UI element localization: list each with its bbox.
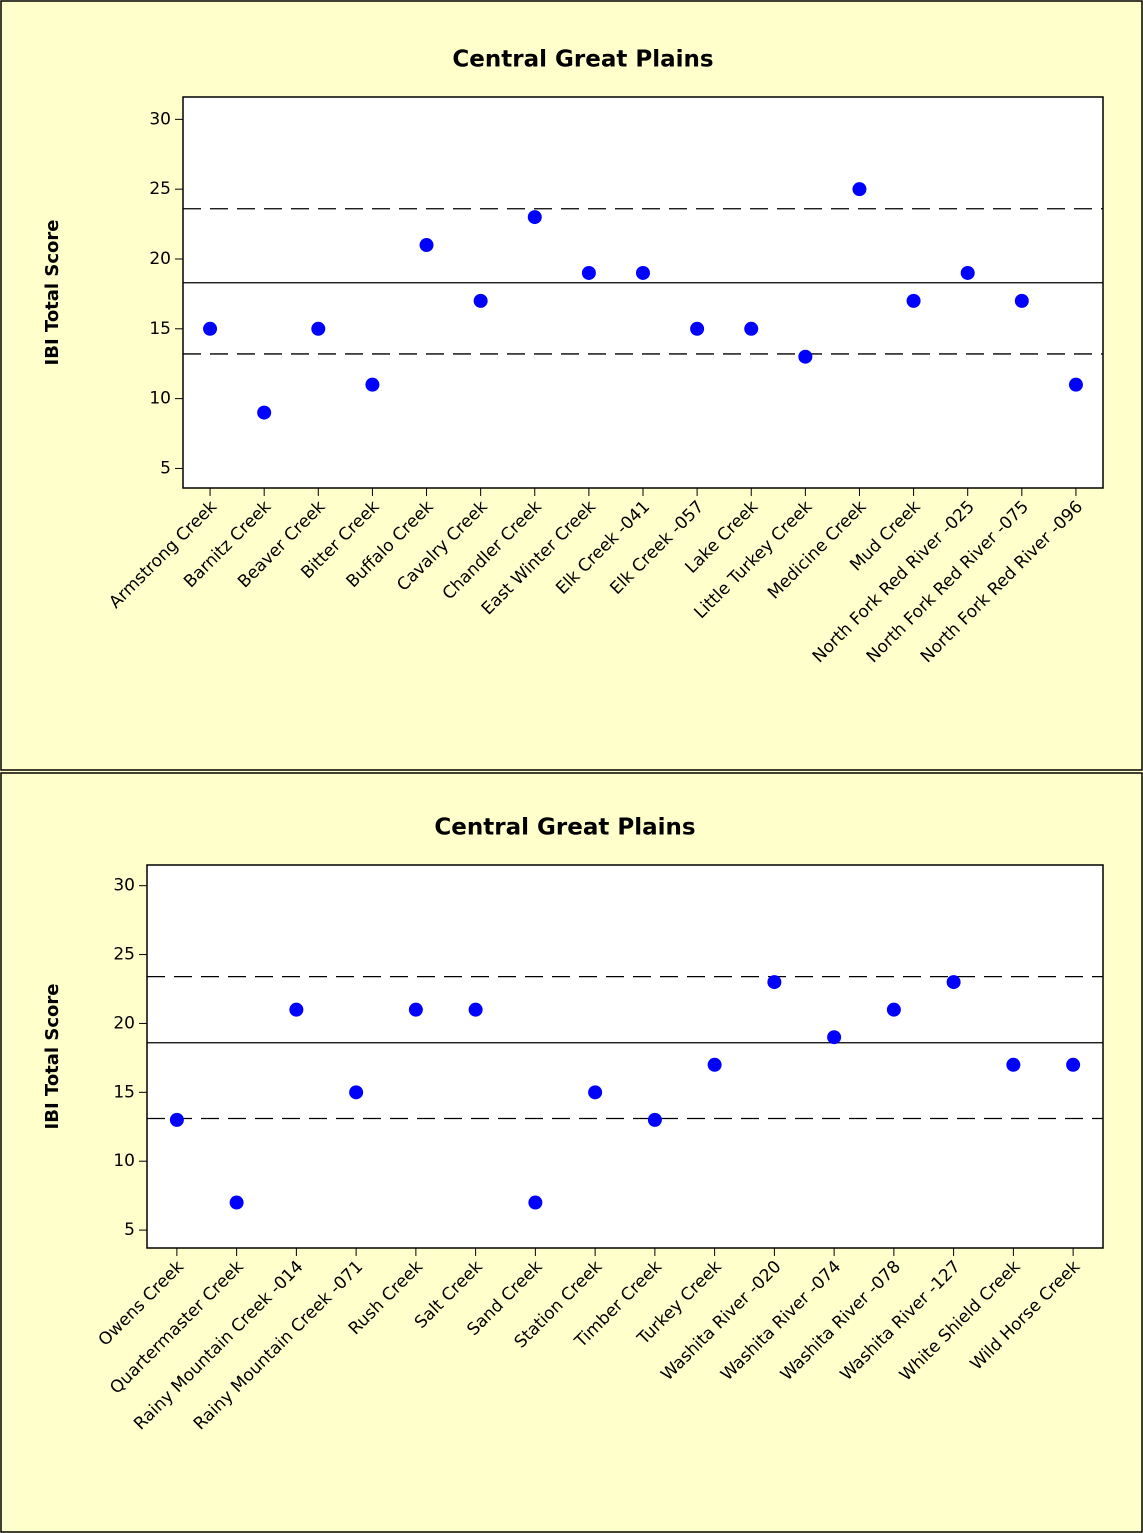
y-tick-label: 20 xyxy=(149,249,171,269)
data-point xyxy=(946,975,961,990)
data-point xyxy=(798,349,813,364)
chart-title: Central Great Plains xyxy=(452,47,713,73)
y-tick-label: 10 xyxy=(113,1151,135,1171)
data-point xyxy=(707,1057,722,1072)
y-tick-label: 25 xyxy=(113,945,135,965)
data-point xyxy=(744,321,759,336)
y-tick-label: 15 xyxy=(113,1082,135,1102)
data-point xyxy=(468,1002,483,1017)
data-point xyxy=(906,293,921,308)
y-tick-label: 30 xyxy=(149,109,171,129)
data-point xyxy=(886,1002,901,1017)
data-point xyxy=(169,1112,184,1127)
y-axis-label: IBI Total Score xyxy=(42,220,63,366)
y-tick-label: 5 xyxy=(160,458,171,478)
data-point xyxy=(203,321,218,336)
plot-area xyxy=(182,96,1104,489)
data-point xyxy=(827,1030,842,1045)
y-tick-label: 25 xyxy=(149,179,171,199)
data-point xyxy=(527,210,542,225)
data-point xyxy=(311,321,326,336)
data-point xyxy=(419,238,434,253)
data-point xyxy=(852,182,867,197)
data-point xyxy=(349,1085,364,1100)
data-point xyxy=(690,321,705,336)
chart-title: Central Great Plains xyxy=(434,815,695,841)
y-tick-label: 20 xyxy=(113,1013,135,1033)
data-point xyxy=(257,405,272,420)
data-point xyxy=(588,1085,603,1100)
data-point xyxy=(647,1112,662,1127)
data-point xyxy=(767,975,782,990)
data-point xyxy=(1066,1057,1081,1072)
y-tick-label: 30 xyxy=(113,876,135,896)
y-tick-label: 10 xyxy=(149,389,171,409)
data-point xyxy=(229,1195,244,1210)
y-axis-label: IBI Total Score xyxy=(42,984,63,1130)
y-tick-label: 15 xyxy=(149,319,171,339)
data-point xyxy=(289,1002,304,1017)
data-point xyxy=(1068,377,1083,392)
y-tick-label: 5 xyxy=(124,1220,135,1240)
data-point xyxy=(1006,1057,1021,1072)
data-point xyxy=(960,265,975,280)
data-point xyxy=(408,1002,423,1017)
data-point xyxy=(473,293,488,308)
data-point xyxy=(581,265,596,280)
data-point xyxy=(528,1195,543,1210)
data-point xyxy=(636,265,650,280)
plot-area xyxy=(146,864,1104,1249)
data-point xyxy=(1014,293,1029,308)
data-point xyxy=(365,377,380,392)
